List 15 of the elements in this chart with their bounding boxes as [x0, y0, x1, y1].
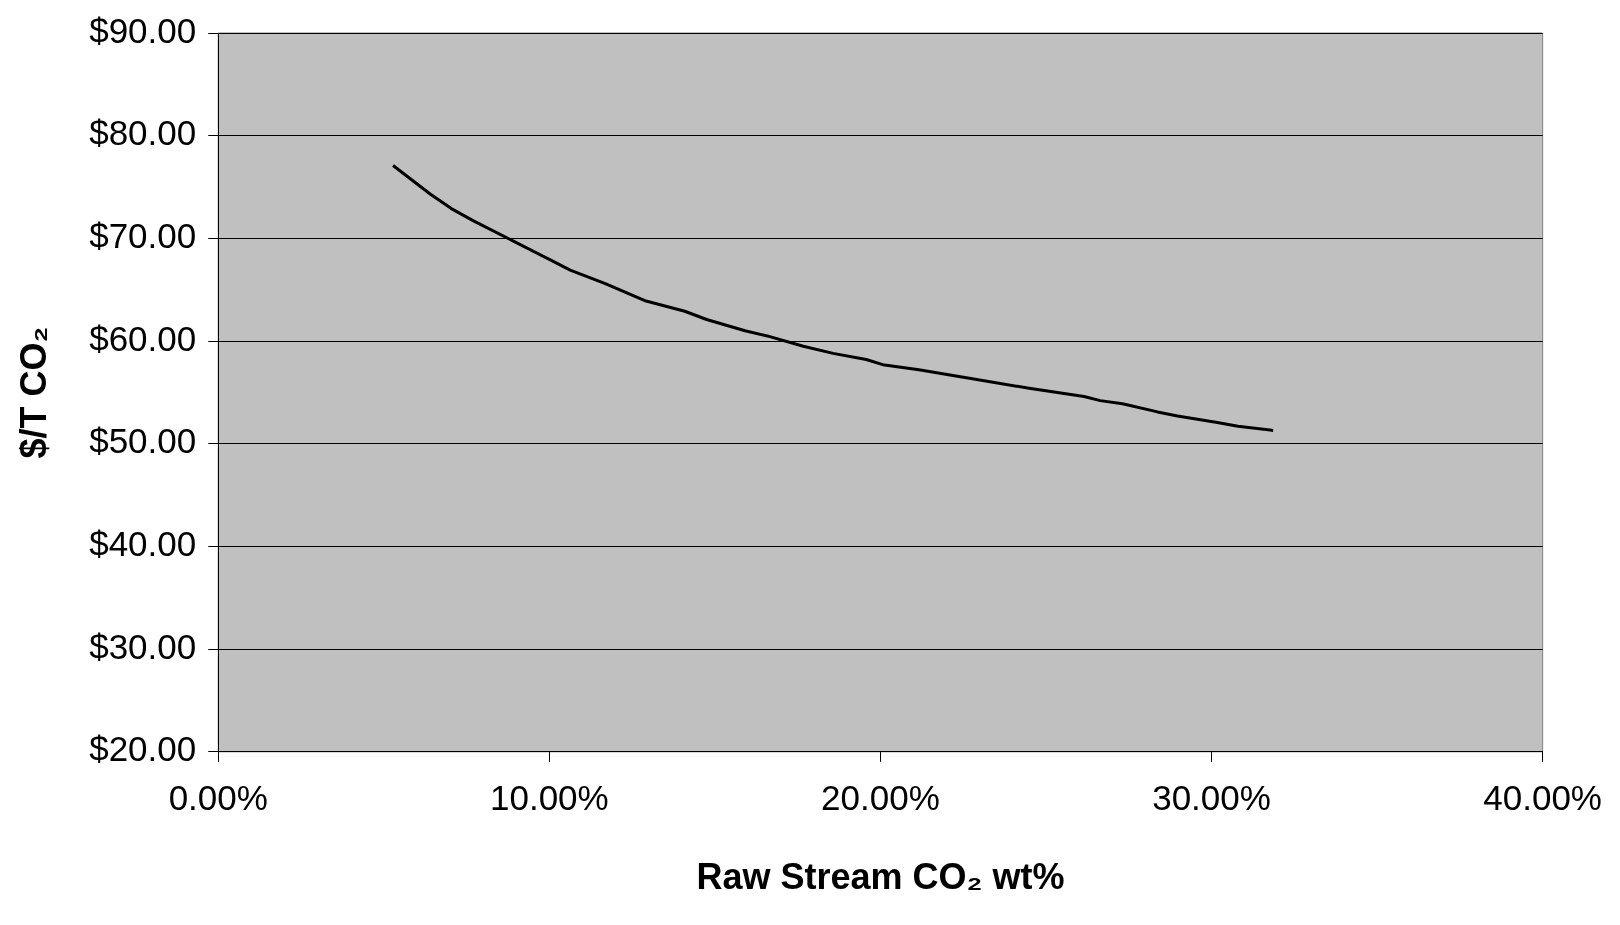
- x-tick-label: 30.00%: [1152, 778, 1271, 818]
- y-tick-label: $90.00: [89, 10, 197, 50]
- y-tick-label: $50.00: [89, 421, 197, 461]
- y-tick-label: $40.00: [89, 524, 197, 564]
- x-tick-label: 40.00%: [1483, 778, 1603, 818]
- y-axis-title: $/T CO₂: [12, 326, 54, 459]
- x-tick-label: 20.00%: [821, 778, 940, 818]
- y-tick-label: $30.00: [89, 626, 197, 666]
- x-tick-label: 0.00%: [168, 778, 268, 818]
- x-tick-label: 10.00%: [489, 778, 609, 818]
- y-tick-label: $20.00: [89, 729, 197, 769]
- y-tick-label: $60.00: [89, 318, 197, 358]
- x-axis-title: Raw Stream CO₂ wt%: [696, 856, 1065, 898]
- y-tick-label: $80.00: [89, 113, 197, 153]
- y-tick-label: $70.00: [89, 216, 197, 256]
